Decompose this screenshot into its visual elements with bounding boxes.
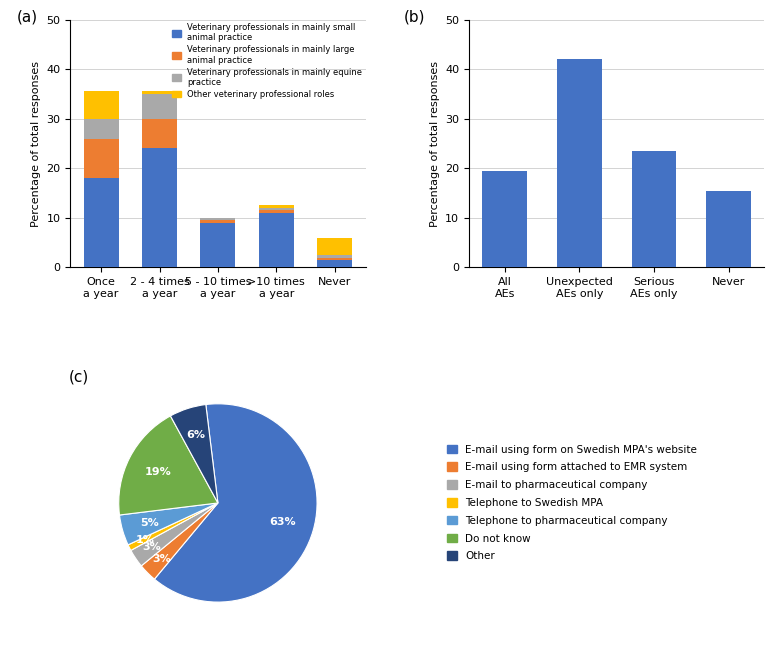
Wedge shape [131,503,218,566]
Wedge shape [141,503,218,579]
Wedge shape [119,416,218,515]
Bar [259,208,294,210]
Bar [83,138,119,178]
Bar [482,171,527,268]
Text: (a): (a) [17,10,38,25]
Bar [317,238,353,255]
Bar [200,223,236,268]
Wedge shape [171,404,218,503]
Bar [83,178,119,268]
Text: 63%: 63% [269,517,296,527]
Y-axis label: Percentage of total responses: Percentage of total responses [30,61,41,227]
Wedge shape [154,404,317,602]
Bar [83,119,119,138]
Wedge shape [128,503,218,550]
Text: 6%: 6% [186,430,206,440]
Legend: E-mail using form on Swedish MPA's website, E-mail using form attached to EMR sy: E-mail using form on Swedish MPA's websi… [445,443,700,564]
Y-axis label: Percentage of total responses: Percentage of total responses [430,61,440,227]
Bar [259,213,294,268]
Text: 3%: 3% [152,554,171,564]
Text: 3%: 3% [143,542,161,552]
Text: 1%: 1% [136,535,154,545]
Bar [706,191,751,268]
Bar [259,206,294,208]
Bar [142,119,177,148]
Text: (c): (c) [69,369,90,384]
Legend: Veterinary professionals in mainly small
animal practice, Veterinary professiona: Veterinary professionals in mainly small… [171,22,364,101]
Bar [142,148,177,268]
Bar [83,91,119,119]
Bar [142,94,177,119]
Wedge shape [119,503,218,545]
Bar [200,218,236,220]
Bar [632,151,676,268]
Text: 19%: 19% [144,467,172,477]
Text: 5%: 5% [140,518,158,528]
Bar [557,59,602,268]
Bar [317,260,353,268]
Bar [200,220,236,223]
Bar [142,91,177,94]
Bar [317,257,353,260]
Bar [259,210,294,213]
Text: (b): (b) [404,10,426,25]
Bar [317,255,353,257]
